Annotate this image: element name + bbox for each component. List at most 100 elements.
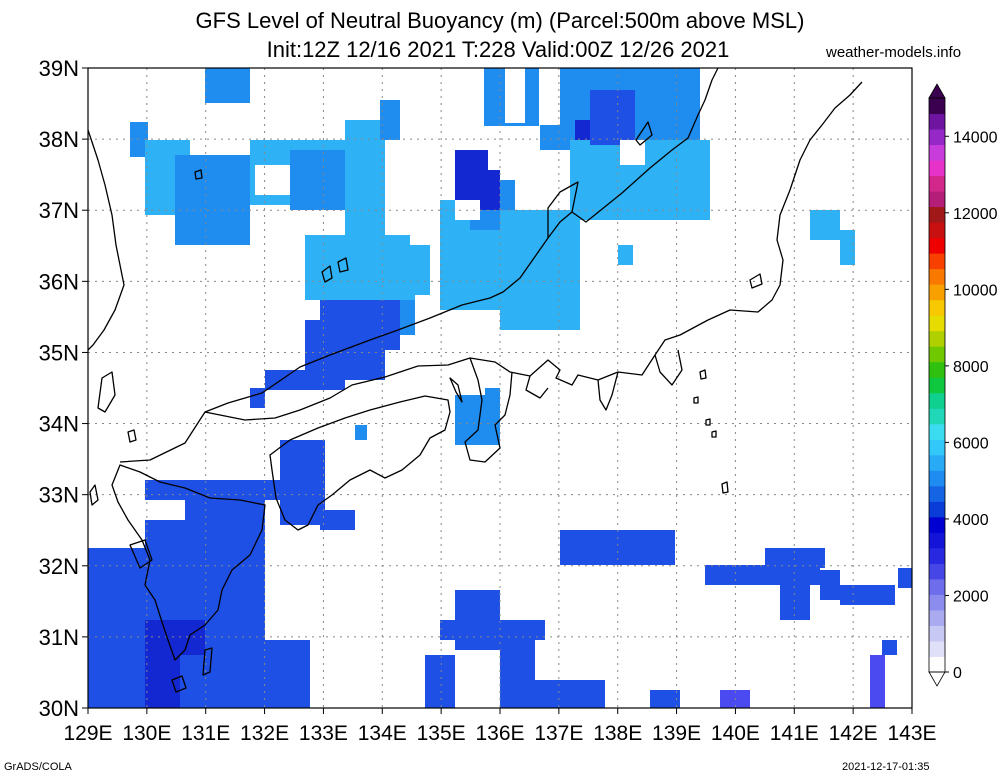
colorbar-label: 14000 bbox=[953, 129, 998, 146]
buoyancy-cell bbox=[650, 690, 680, 708]
colorbar-segment bbox=[929, 609, 945, 626]
coast-kii bbox=[464, 357, 513, 463]
lon-tick-label: 135E bbox=[417, 722, 466, 745]
coast-amakusa bbox=[129, 539, 153, 569]
coast-shikoku bbox=[269, 395, 451, 531]
buoyancy-cell bbox=[265, 370, 345, 390]
colorbar-segment bbox=[929, 439, 945, 456]
coast-izu-islands-1 bbox=[699, 369, 707, 380]
colorbar-segment bbox=[929, 129, 945, 146]
colorbar-segment bbox=[929, 578, 945, 595]
colorbar-label: 10000 bbox=[953, 282, 998, 299]
buoyancy-cell bbox=[440, 620, 545, 640]
colorbar-segment bbox=[929, 485, 945, 502]
buoyancy-cell bbox=[88, 600, 148, 708]
lon-tick-label: 138E bbox=[593, 722, 642, 745]
coast-tanegashima bbox=[202, 647, 213, 676]
buoyancy-cell bbox=[765, 548, 825, 568]
coast-boso bbox=[654, 349, 683, 386]
coast-izu bbox=[597, 371, 619, 411]
coast-ise bbox=[525, 375, 549, 399]
colorbar-segment bbox=[929, 423, 945, 440]
buoyancy-cell bbox=[898, 568, 912, 588]
lat-tick-label: 33N bbox=[39, 483, 79, 508]
buoyancy-cell bbox=[870, 655, 885, 708]
colorbar-segment bbox=[929, 144, 945, 161]
coast-izu-islands-2 bbox=[693, 396, 699, 404]
colorbar-segment bbox=[929, 640, 945, 657]
colorbar-segment bbox=[929, 98, 945, 115]
field-gap bbox=[488, 140, 518, 170]
buoyancy-cell bbox=[320, 510, 355, 530]
lon-tick-label: 131E bbox=[181, 722, 230, 745]
colorbar-segment bbox=[929, 625, 945, 642]
buoyancy-cell bbox=[305, 235, 415, 300]
buoyancy-cell bbox=[265, 640, 310, 708]
lon-tick-label: 129E bbox=[63, 722, 112, 745]
coast-goto bbox=[89, 484, 99, 506]
axis-tick-labels: 129E 130E 131E 132E 133E 134E 135E 136E 137E 138E… bbox=[39, 56, 937, 745]
colorbar-segment bbox=[929, 408, 945, 425]
footer-timestamp: 2021-12-17-01:35 bbox=[842, 761, 930, 773]
lon-tick-label: 143E bbox=[887, 722, 936, 745]
lon-tick-label: 134E bbox=[358, 722, 407, 745]
lon-tick-label: 132E bbox=[240, 722, 289, 745]
coast-ulleung bbox=[194, 169, 203, 180]
coast-awashima bbox=[749, 273, 763, 289]
buoyancy-cell bbox=[400, 240, 430, 295]
colorbar-segment bbox=[929, 299, 945, 316]
lon-tick-label: 130E bbox=[122, 722, 171, 745]
buoyancy-field bbox=[88, 68, 912, 708]
buoyancy-cell bbox=[840, 585, 895, 605]
colorbar-segment bbox=[929, 656, 945, 673]
colorbar-segment bbox=[929, 175, 945, 192]
buoyancy-cell bbox=[882, 640, 897, 655]
colorbar-label: 4000 bbox=[953, 512, 989, 529]
lon-tick-label: 133E bbox=[299, 722, 348, 745]
buoyancy-cell bbox=[820, 570, 840, 600]
colorbar-segment bbox=[929, 253, 945, 270]
coast-awaji bbox=[449, 377, 463, 403]
buoyancy-cell bbox=[425, 655, 455, 708]
colorbar-segment bbox=[929, 377, 945, 394]
coast-izu-islands-5 bbox=[721, 481, 729, 494]
colorbar-label: 12000 bbox=[953, 206, 998, 223]
footer-credit: GrADS/COLA bbox=[4, 761, 72, 773]
colorbar-segment bbox=[929, 346, 945, 363]
buoyancy-cell bbox=[590, 90, 635, 145]
colorbar-segment bbox=[929, 284, 945, 301]
lat-tick-label: 30N bbox=[39, 696, 79, 721]
coast-oki bbox=[321, 265, 333, 283]
buoyancy-cell bbox=[840, 230, 855, 265]
colorbar-segment bbox=[929, 113, 945, 130]
coast-korea bbox=[87, 129, 125, 351]
coastlines bbox=[87, 67, 863, 693]
colorbar-segment bbox=[929, 206, 945, 223]
buoyancy-cell bbox=[535, 680, 605, 708]
lon-tick-label: 141E bbox=[770, 722, 819, 745]
lat-tick-label: 31N bbox=[39, 625, 79, 650]
colorbar-label: 6000 bbox=[953, 435, 989, 452]
colorbar-segment bbox=[929, 454, 945, 471]
coast-yakushima bbox=[171, 675, 187, 693]
buoyancy-cell bbox=[500, 640, 535, 708]
colorbar-label: 8000 bbox=[953, 359, 989, 376]
buoyancy-cell bbox=[380, 100, 400, 140]
colorbar-segment bbox=[929, 191, 945, 208]
title-line-1: GFS Level of Neutral Buoyancy (m) (Parce… bbox=[195, 8, 805, 33]
buoyancy-cell bbox=[780, 580, 810, 620]
colorbar-segment bbox=[929, 315, 945, 332]
colorbar-segment bbox=[929, 516, 945, 533]
lat-tick-label: 34N bbox=[39, 412, 79, 437]
colorbar-segment bbox=[929, 361, 945, 378]
colorbar-segment bbox=[929, 532, 945, 549]
field-gap bbox=[505, 68, 525, 123]
lon-tick-label: 142E bbox=[829, 722, 878, 745]
colorbar-top-arrow bbox=[928, 83, 946, 99]
lat-tick-label: 38N bbox=[39, 127, 79, 152]
coast-sado bbox=[635, 121, 653, 146]
buoyancy-cell bbox=[540, 125, 575, 150]
site-credit: weather-models.info bbox=[826, 44, 962, 61]
colorbar-segment bbox=[929, 501, 945, 518]
lat-tick-label: 36N bbox=[39, 269, 79, 294]
